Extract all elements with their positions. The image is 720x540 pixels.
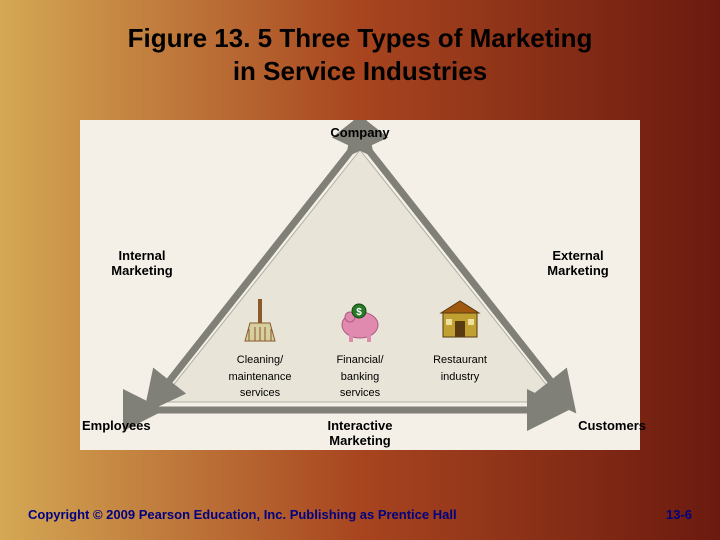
label-external-l1: External [538,248,618,263]
icon-financial: $ Financial/ banking services [320,295,400,400]
page-number: 13-6 [666,507,692,522]
icon-financial-l3: services [320,387,400,400]
restaurant-icon [435,295,485,345]
label-external-l2: Marketing [538,263,618,278]
label-interactive-l2: Marketing [310,433,410,448]
copyright-text: Copyright © 2009 Pearson Education, Inc.… [28,507,457,522]
label-external-marketing: External Marketing [538,248,618,278]
icon-cleaning-l2: maintenance [220,371,300,384]
triangle-svg [80,120,640,450]
label-interactive-l1: Interactive [310,418,410,433]
label-internal-l2: Marketing [102,263,182,278]
icon-restaurant-l2: industry [420,371,500,384]
broom-icon [235,295,285,345]
icon-cleaning: Cleaning/ maintenance services [220,295,300,400]
icon-financial-l1: Financial/ [320,354,400,367]
label-interactive-marketing: Interactive Marketing [310,418,410,448]
title-line1: Figure 13. 5 Three Types of Marketing [0,22,720,55]
slide-title: Figure 13. 5 Three Types of Marketing in… [0,0,720,87]
icon-cleaning-l1: Cleaning/ [220,354,300,367]
vertex-company: Company [320,125,400,140]
icon-financial-l2: banking [320,371,400,384]
icon-restaurant-l1: Restaurant [420,354,500,367]
svg-text:$: $ [356,307,362,318]
label-internal-marketing: Internal Marketing [102,248,182,278]
icon-cleaning-l3: services [220,387,300,400]
label-internal-l1: Internal [102,248,182,263]
title-line2: in Service Industries [0,55,720,88]
piggybank-icon: $ [335,295,385,345]
icon-restaurant: Restaurant industry [420,295,500,387]
vertex-customers: Customers [566,418,646,433]
vertex-employees: Employees [82,418,162,433]
footer: Copyright © 2009 Pearson Education, Inc.… [28,507,692,522]
diagram-area: Company Employees Customers Internal Mar… [80,120,640,450]
